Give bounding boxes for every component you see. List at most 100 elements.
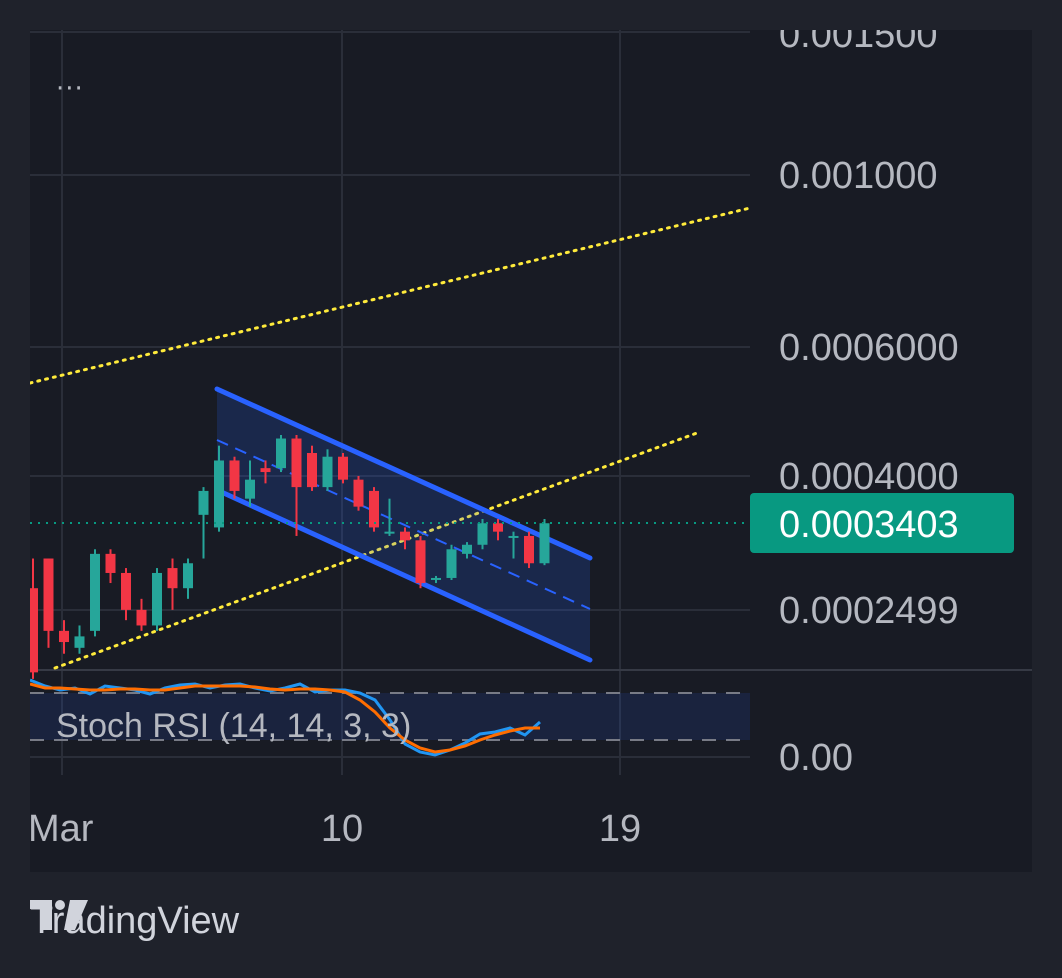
price-tick-label: 0.00 xyxy=(779,737,853,779)
candle xyxy=(369,487,379,532)
candle xyxy=(291,435,302,536)
time-axis: Mar 10 19 xyxy=(30,808,641,850)
price-chart[interactable]: Stoch RSI (14, 14, 3, 3) 0.0015000.00100… xyxy=(30,30,1032,872)
candle-body xyxy=(152,572,162,626)
candle xyxy=(59,620,69,654)
time-tick-label: Mar xyxy=(30,808,94,850)
regression-channel xyxy=(214,386,593,663)
candle-body xyxy=(477,523,488,545)
price-tick-label: 0.001500 xyxy=(779,30,938,56)
candle-body xyxy=(30,588,38,673)
candle xyxy=(338,452,348,484)
candle-body xyxy=(384,531,395,534)
price-tick-label: 0.0002499 xyxy=(779,590,959,632)
trendlines xyxy=(30,206,752,670)
candle-body xyxy=(338,456,348,480)
candle xyxy=(30,558,38,679)
candle xyxy=(462,542,472,559)
candle xyxy=(198,487,209,559)
candle-body xyxy=(74,636,85,648)
candle xyxy=(90,549,100,637)
candle-body xyxy=(524,535,534,564)
candle xyxy=(276,435,286,473)
price-axis: 0.001500 0.001000 0.0006000 0.0004000 0.0002… xyxy=(750,30,1014,779)
brand-name: TradingView xyxy=(30,900,240,942)
grid xyxy=(30,30,750,775)
candle xyxy=(245,460,255,507)
candle-body xyxy=(291,438,302,488)
candle xyxy=(508,531,519,559)
current-price-label: 0.0003403 xyxy=(779,504,959,546)
candle xyxy=(229,456,240,499)
candle xyxy=(43,558,54,648)
candle xyxy=(307,445,317,491)
price-tick-label: 0.0006000 xyxy=(779,327,959,369)
tradingview-logo-icon xyxy=(30,900,88,930)
candle xyxy=(431,575,441,584)
candle-body xyxy=(400,531,410,541)
tradingview-footer: TradingView xyxy=(30,900,239,943)
candle-body xyxy=(369,490,379,528)
upper-trendline xyxy=(30,206,752,385)
candle-body xyxy=(229,460,240,491)
candle-body xyxy=(415,540,426,584)
more-options-icon[interactable]: ··· xyxy=(56,74,84,104)
candle xyxy=(183,558,193,599)
candle-body xyxy=(136,609,147,626)
candle xyxy=(524,531,534,569)
candle xyxy=(384,498,395,536)
lower-trendline xyxy=(53,431,699,670)
candle-body xyxy=(431,577,441,580)
candle-body xyxy=(245,479,255,499)
candle xyxy=(121,568,131,621)
candle-body xyxy=(198,490,209,515)
candle-body xyxy=(446,549,457,578)
candle xyxy=(74,625,85,654)
candle xyxy=(152,568,162,631)
candle-body xyxy=(493,523,503,532)
candlestick-series xyxy=(30,435,550,679)
candle xyxy=(415,535,426,589)
price-tick-label: 0.001000 xyxy=(779,155,938,197)
candle xyxy=(446,544,457,580)
current-price-badge xyxy=(750,493,1014,553)
stoch-rsi-label: Stoch RSI (14, 14, 3, 3) xyxy=(56,707,411,745)
candle xyxy=(322,449,333,491)
candle-body xyxy=(260,468,271,473)
candle-body xyxy=(214,460,224,528)
candle xyxy=(260,460,271,484)
candle xyxy=(167,558,178,610)
candle-body xyxy=(121,572,131,610)
candle-body xyxy=(105,553,116,573)
channel-upper-line xyxy=(214,386,593,561)
candle xyxy=(136,598,147,631)
candle-body xyxy=(353,479,364,507)
candle-body xyxy=(307,452,317,488)
stoch-rsi-pane: Stoch RSI (14, 14, 3, 3) xyxy=(30,678,750,757)
candle-body xyxy=(539,523,550,564)
candle-body xyxy=(59,630,69,643)
candle xyxy=(105,549,116,584)
candle xyxy=(539,519,550,566)
time-tick-label: 10 xyxy=(321,808,363,850)
candle-body xyxy=(43,558,54,631)
candle-body xyxy=(508,535,519,538)
channel-lower-line xyxy=(214,487,593,663)
candle xyxy=(477,519,488,550)
stoch-band xyxy=(30,693,750,740)
candle xyxy=(493,519,503,541)
candle xyxy=(353,476,364,511)
candle xyxy=(400,527,410,550)
chart-frame[interactable]: Stoch RSI (14, 14, 3, 3) 0.001500 0.00100… xyxy=(30,30,1032,872)
time-tick-label: 19 xyxy=(599,808,641,850)
candle xyxy=(214,445,224,532)
candle-body xyxy=(276,438,286,469)
channel-median-line xyxy=(216,439,591,610)
candle-body xyxy=(90,553,100,631)
stoch-d-line xyxy=(30,682,540,754)
candle-body xyxy=(167,568,178,589)
candle-body xyxy=(183,563,193,589)
candle-body xyxy=(322,456,333,488)
price-tick-label: 0.0004000 xyxy=(779,456,959,498)
candle-body xyxy=(462,544,472,554)
